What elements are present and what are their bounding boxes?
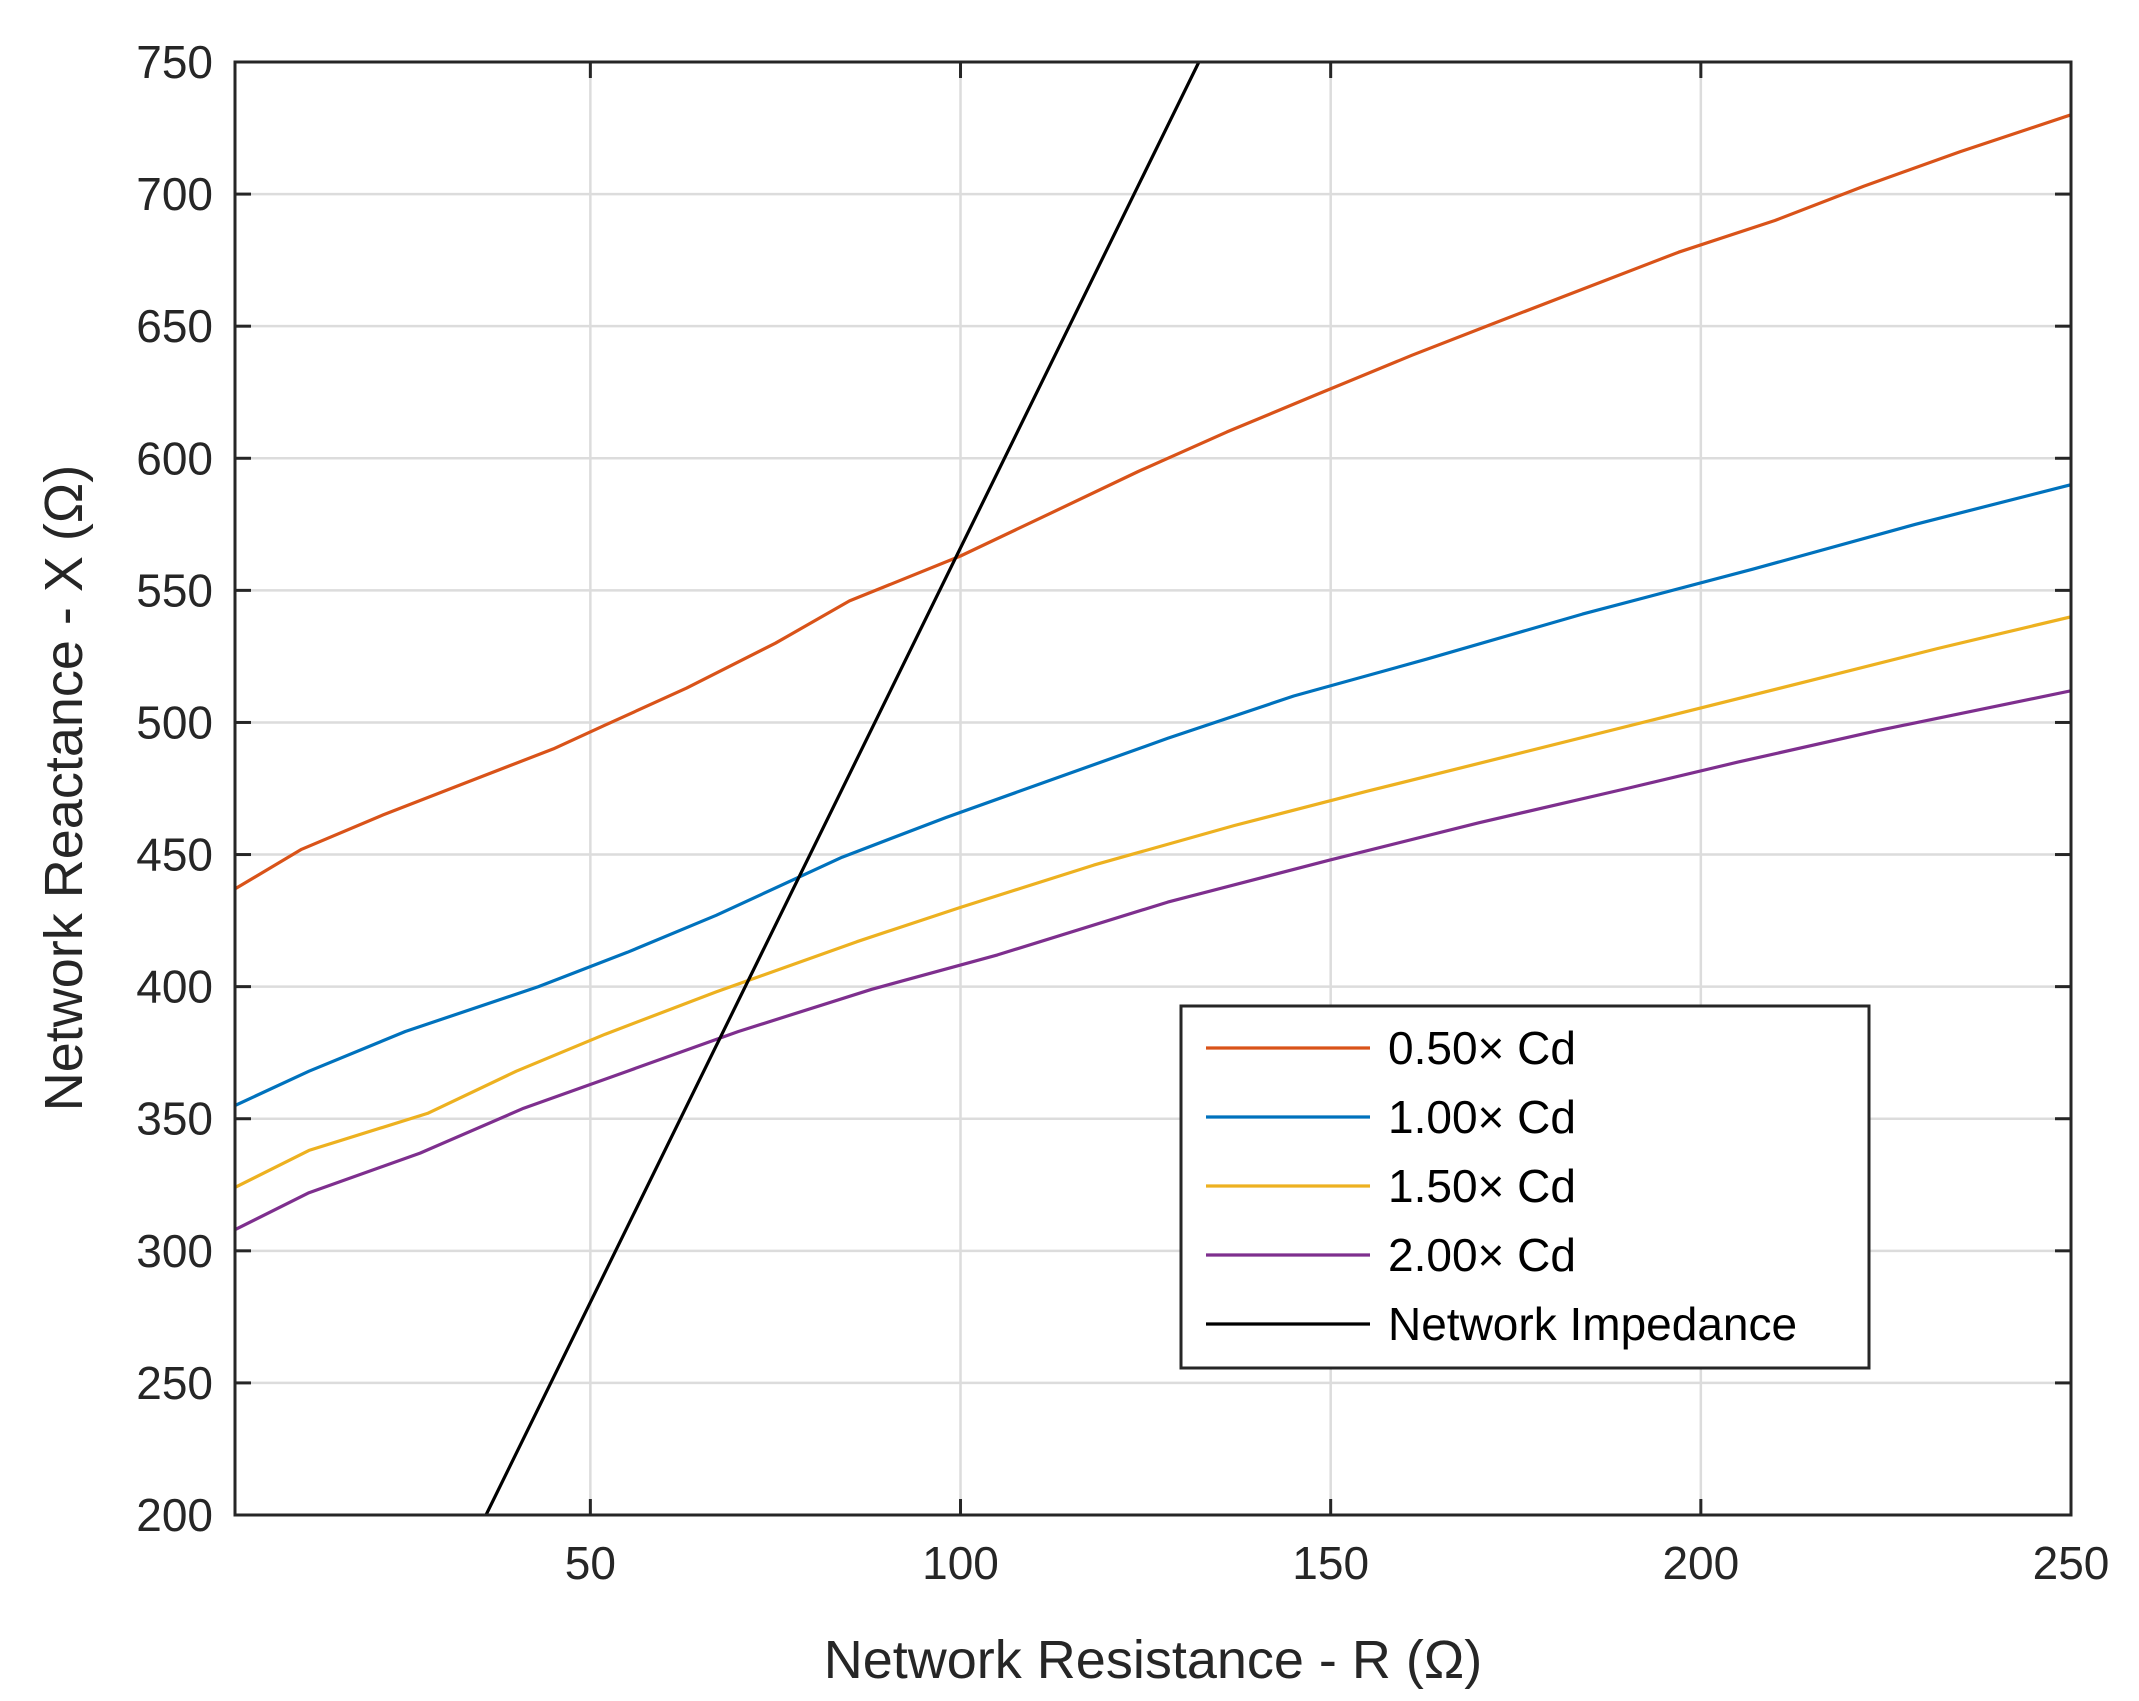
y-tick-label: 200 xyxy=(136,1489,213,1541)
legend-label-0-50-cd: 0.50× Cd xyxy=(1388,1022,1576,1074)
series-line-network-impedance xyxy=(484,62,1201,1515)
legend-label-1-00-cd: 1.00× Cd xyxy=(1388,1091,1576,1143)
plot-frame xyxy=(233,60,2073,1517)
x-tick-label: 150 xyxy=(1292,1537,1369,1589)
y-tick-label: 750 xyxy=(136,36,213,88)
legend-label-2-00-cd: 2.00× Cd xyxy=(1388,1229,1576,1281)
x-tick-label: 200 xyxy=(1662,1537,1739,1589)
axis-label-layer: Network Resistance - R (Ω) Network React… xyxy=(34,465,1482,1690)
y-tick-label: 250 xyxy=(136,1357,213,1409)
tick-layer: 50 100 150 200 250 200 250 300 350 400 450 500 550 60… xyxy=(136,36,2109,1589)
y-tick-label: 650 xyxy=(136,300,213,352)
y-axis-label: Network Reactance - X (Ω) xyxy=(34,465,94,1112)
y-tick-label: 300 xyxy=(136,1225,213,1277)
y-tick-label: 350 xyxy=(136,1093,213,1145)
y-tick-label: 700 xyxy=(136,168,213,220)
series-line-0-50-cd xyxy=(235,113,2071,891)
x-tick-label: 250 xyxy=(2033,1537,2110,1589)
series-line-2-00-cd xyxy=(235,689,2071,1232)
series-line-1-00-cd xyxy=(235,483,2071,1108)
legend: 0.50× Cd 1.00× Cd 1.50× Cd 2.00× Cd Network … xyxy=(1179,1004,1871,1370)
y-tick-label: 550 xyxy=(136,564,213,616)
x-axis-label: Network Resistance - R (Ω) xyxy=(824,1630,1483,1690)
legend-label-network-impedance: Network Impedance xyxy=(1388,1298,1797,1350)
y-tick-label: 600 xyxy=(136,432,213,484)
x-tick-label: 100 xyxy=(922,1537,999,1589)
legend-label-1-50-cd: 1.50× Cd xyxy=(1388,1160,1576,1212)
series-line-1-50-cd xyxy=(235,615,2071,1190)
series-layer xyxy=(235,62,2071,1515)
x-tick-label: 50 xyxy=(565,1537,616,1589)
y-tick-label: 450 xyxy=(136,829,213,881)
y-tick-label: 500 xyxy=(136,696,213,748)
y-tick-label: 400 xyxy=(136,961,213,1013)
